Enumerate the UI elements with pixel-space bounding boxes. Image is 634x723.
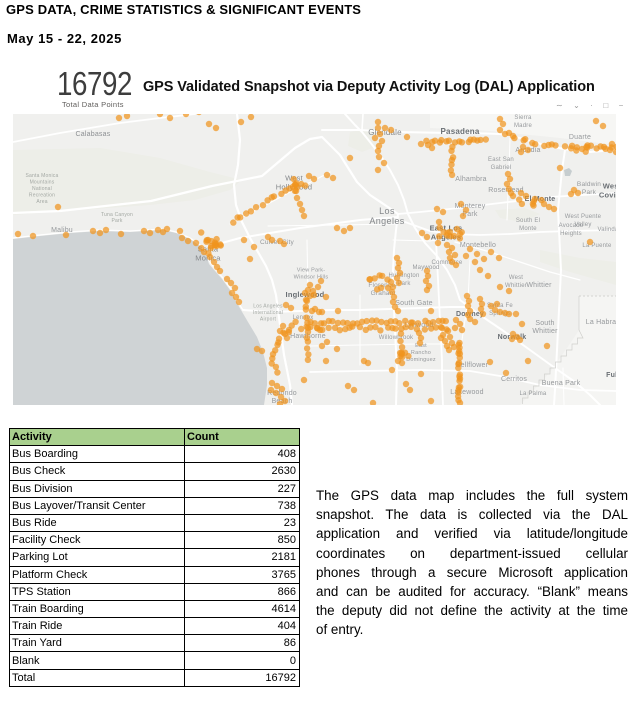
svg-text:Montebello: Montebello: [460, 242, 496, 249]
svg-text:Huntington: Huntington: [388, 273, 419, 279]
svg-text:Pasadena: Pasadena: [441, 127, 480, 136]
svg-text:West: West: [603, 182, 616, 191]
svg-text:Graham: Graham: [371, 290, 396, 297]
svg-text:Park: Park: [111, 218, 122, 224]
svg-text:East Los: East Los: [430, 224, 463, 233]
svg-text:Covina: Covina: [599, 191, 616, 200]
svg-text:Windsor Hills: Windsor Hills: [294, 275, 329, 281]
svg-text:Glendale: Glendale: [368, 128, 402, 137]
svg-text:View Park-: View Park-: [297, 268, 326, 274]
svg-text:Monte: Monte: [519, 226, 537, 232]
svg-text:West Puente: West Puente: [565, 214, 602, 220]
svg-text:Alhambra: Alhambra: [455, 176, 487, 183]
svg-text:Lakewood: Lakewood: [450, 389, 484, 396]
svg-text:Lennox: Lennox: [293, 315, 314, 321]
svg-text:Redondo: Redondo: [267, 390, 297, 397]
svg-text:Monterey: Monterey: [455, 203, 486, 210]
svg-text:Madre: Madre: [514, 123, 532, 129]
svg-text:Whittier: Whittier: [526, 282, 552, 289]
svg-text:East San: East San: [488, 157, 514, 163]
svg-text:Angeles: Angeles: [369, 216, 404, 226]
svg-text:Buena Park: Buena Park: [542, 380, 581, 387]
svg-text:National: National: [32, 186, 52, 192]
svg-text:West: West: [509, 275, 523, 281]
svg-text:Cerritos: Cerritos: [501, 376, 527, 383]
svg-text:Rosemead: Rosemead: [488, 187, 523, 194]
svg-text:Santa Fe: Santa Fe: [487, 303, 513, 309]
svg-text:South El: South El: [516, 218, 540, 224]
svg-text:Commerce: Commerce: [432, 260, 463, 266]
svg-text:Los Angeles: Los Angeles: [253, 304, 283, 310]
svg-text:Whittier: Whittier: [532, 328, 558, 335]
svg-text:South: South: [535, 320, 554, 327]
svg-text:Park: Park: [462, 211, 477, 218]
svg-text:International: International: [253, 310, 283, 316]
svg-text:Santa Monica: Santa Monica: [26, 173, 59, 179]
svg-text:Calabasas: Calabasas: [76, 131, 111, 138]
svg-text:Park: Park: [397, 281, 411, 287]
svg-text:Park: Park: [582, 189, 597, 196]
svg-text:Gabriel: Gabriel: [491, 165, 512, 171]
svg-text:La Puente: La Puente: [582, 243, 612, 249]
svg-text:La Habra: La Habra: [586, 319, 616, 326]
svg-text:Bellflower: Bellflower: [456, 362, 489, 369]
svg-text:Avocado: Avocado: [559, 223, 584, 229]
svg-text:Duarte: Duarte: [569, 134, 591, 141]
svg-text:Area: Area: [36, 199, 47, 205]
svg-text:Whittier: Whittier: [505, 283, 527, 289]
svg-text:Rancho: Rancho: [411, 350, 431, 356]
svg-text:Baldwin: Baldwin: [577, 181, 601, 188]
svg-text:Willowbrook: Willowbrook: [379, 335, 414, 341]
svg-text:Los: Los: [379, 206, 395, 216]
svg-text:Fullerton: Fullerton: [606, 372, 616, 379]
svg-text:Heights: Heights: [560, 231, 582, 237]
svg-text:La Palma: La Palma: [520, 391, 547, 397]
svg-text:Dominguez: Dominguez: [406, 357, 436, 363]
svg-text:Valinda: Valinda: [598, 227, 616, 233]
svg-text:Recreation: Recreation: [29, 193, 55, 199]
svg-text:Mountains: Mountains: [30, 180, 55, 186]
svg-text:Valley: Valley: [574, 222, 591, 228]
svg-text:Airport: Airport: [260, 317, 277, 323]
svg-text:Tuna Canyon: Tuna Canyon: [101, 212, 133, 218]
svg-text:South Gate: South Gate: [395, 300, 432, 307]
svg-text:Sierra: Sierra: [514, 115, 532, 121]
svg-text:Malibu: Malibu: [51, 227, 73, 234]
